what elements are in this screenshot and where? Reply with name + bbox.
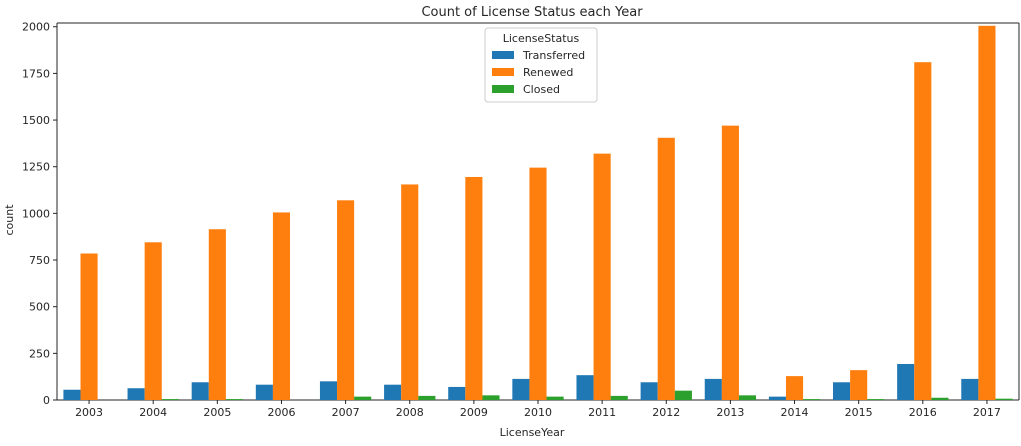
x-tick-label: 2017 bbox=[973, 406, 1001, 419]
legend-label-closed: Closed bbox=[523, 83, 560, 96]
bar-closed-2008 bbox=[418, 395, 436, 400]
y-tick-label: 2000 bbox=[22, 21, 50, 34]
bar-renewed-2012 bbox=[657, 137, 675, 400]
x-tick-label: 2013 bbox=[716, 406, 744, 419]
legend-swatch-transferred bbox=[492, 51, 514, 59]
legend-swatch-renewed bbox=[492, 68, 514, 76]
legend-box bbox=[484, 27, 598, 103]
x-axis: 2003 2004 2005 2006 2007 2008 2009 2010 2011 2012… bbox=[75, 400, 1001, 419]
bar-closed-2015 bbox=[867, 399, 885, 400]
bar-renewed-2006 bbox=[272, 212, 291, 400]
chart-title: Count of License Status each Year bbox=[421, 5, 643, 20]
bar-renewed-2013 bbox=[721, 125, 739, 401]
bar-closed-2005 bbox=[225, 399, 243, 400]
bar-renewed-2007 bbox=[337, 200, 355, 400]
bar-transferred-2011 bbox=[576, 375, 594, 400]
bar-renewed-2010 bbox=[529, 167, 547, 400]
bar-renewed-2003 bbox=[80, 253, 98, 400]
x-tick-label: 2004 bbox=[139, 406, 167, 419]
bar-closed-2014 bbox=[803, 399, 821, 400]
bar-renewed-2011 bbox=[593, 153, 611, 400]
bars-group bbox=[63, 25, 1013, 401]
y-tick-label: 500 bbox=[29, 301, 50, 314]
bar-closed-2011 bbox=[610, 395, 628, 400]
x-tick-label: 2016 bbox=[909, 406, 937, 419]
x-tick-label: 2014 bbox=[781, 406, 809, 419]
legend-label-renewed: Renewed bbox=[523, 66, 573, 79]
bar-closed-2007 bbox=[354, 396, 372, 400]
bar-closed-2016 bbox=[931, 397, 949, 400]
bar-renewed-2016 bbox=[914, 62, 932, 401]
y-tick-label: 750 bbox=[29, 254, 50, 267]
bar-transferred-2008 bbox=[384, 384, 402, 400]
bar-transferred-2010 bbox=[512, 378, 530, 400]
bar-closed-2012 bbox=[674, 390, 692, 400]
bar-renewed-2015 bbox=[850, 370, 868, 400]
bar-renewed-2004 bbox=[144, 242, 162, 400]
bar-transferred-2012 bbox=[640, 382, 658, 400]
y-tick-label: 0 bbox=[43, 394, 50, 407]
bar-renewed-2014 bbox=[785, 376, 804, 400]
y-axis-label: count bbox=[3, 204, 16, 236]
bar-transferred-2003 bbox=[63, 389, 81, 400]
bar-renewed-2008 bbox=[401, 184, 419, 400]
y-axis: 0 250 500 750 1000 1250 1500 1750 2000 bbox=[22, 21, 57, 407]
y-tick-label: 1500 bbox=[22, 114, 50, 127]
legend-label-transferred: Transferred bbox=[522, 49, 585, 62]
x-tick-label: 2010 bbox=[524, 406, 552, 419]
x-tick-label: 2005 bbox=[203, 406, 231, 419]
legend-items: Transferred Renewed Closed bbox=[492, 49, 585, 96]
y-tick-label: 1000 bbox=[22, 207, 50, 220]
y-tick-label: 1250 bbox=[22, 161, 50, 174]
x-tick-label: 2008 bbox=[396, 406, 424, 419]
bar-transferred-2004 bbox=[127, 388, 145, 400]
x-tick-label: 2012 bbox=[652, 406, 680, 419]
bar-renewed-2017 bbox=[978, 25, 996, 401]
legend: LicenseStatus Transferred Renewed Closed bbox=[484, 27, 598, 103]
bar-transferred-2009 bbox=[448, 386, 466, 400]
bar-transferred-2017 bbox=[961, 378, 979, 400]
bar-closed-2010 bbox=[546, 396, 564, 400]
bar-transferred-2005 bbox=[191, 382, 209, 400]
x-tick-label: 2015 bbox=[845, 406, 873, 419]
x-tick-label: 2006 bbox=[267, 406, 295, 419]
x-tick-label: 2011 bbox=[588, 406, 616, 419]
bar-closed-2013 bbox=[738, 395, 757, 400]
y-tick-label: 1750 bbox=[22, 67, 50, 80]
x-tick-label: 2003 bbox=[75, 406, 103, 419]
bar-transferred-2016 bbox=[897, 363, 915, 400]
bar-closed-2009 bbox=[482, 395, 500, 400]
bar-transferred-2014 bbox=[768, 396, 786, 400]
bar-renewed-2009 bbox=[465, 176, 483, 400]
bar-transferred-2013 bbox=[704, 378, 722, 400]
x-axis-label: LicenseYear bbox=[500, 426, 565, 439]
x-tick-label: 2009 bbox=[460, 406, 488, 419]
bar-transferred-2015 bbox=[833, 382, 851, 400]
bar-transferred-2007 bbox=[319, 381, 338, 400]
bar-renewed-2005 bbox=[208, 229, 226, 400]
x-tick-label: 2007 bbox=[332, 406, 360, 419]
y-tick-label: 250 bbox=[29, 347, 50, 360]
legend-title: LicenseStatus bbox=[503, 32, 580, 45]
legend-swatch-closed bbox=[492, 85, 514, 93]
bar-closed-2004 bbox=[161, 399, 179, 400]
bar-closed-2017 bbox=[995, 398, 1013, 400]
bar-transferred-2006 bbox=[255, 384, 273, 400]
